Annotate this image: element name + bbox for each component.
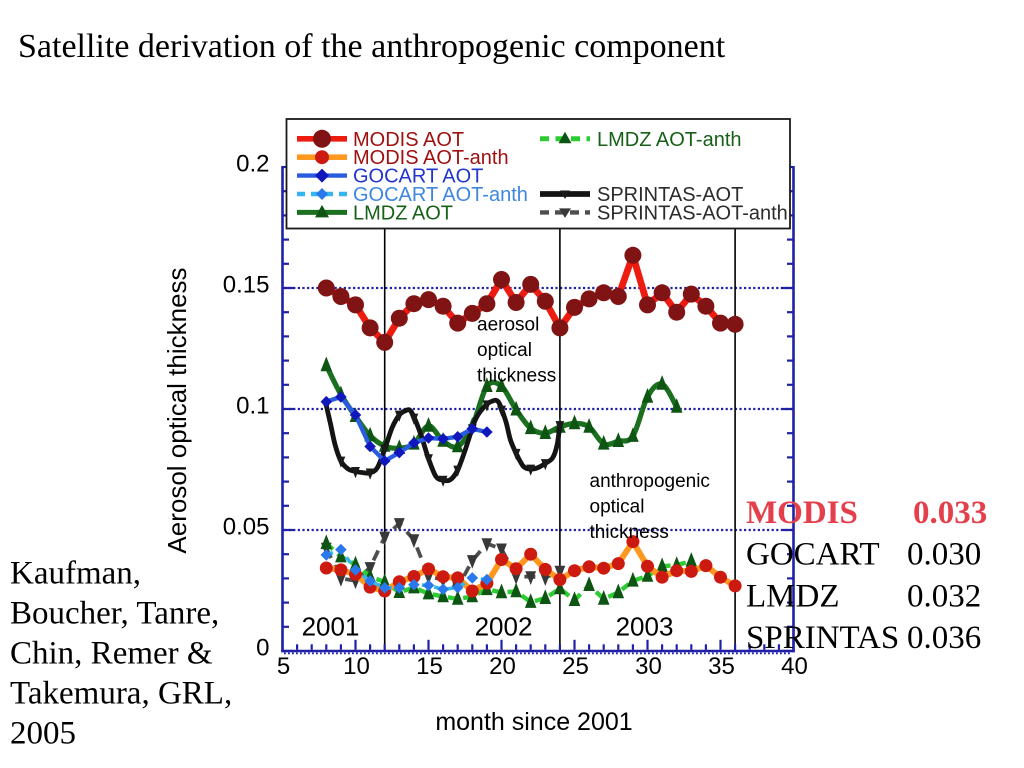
svg-text:0.030: 0.030 [907, 537, 981, 573]
svg-text:35: 35 [708, 653, 735, 680]
svg-text:MODIS: MODIS [746, 495, 858, 531]
svg-text:Takemura, GRL,: Takemura, GRL, [10, 676, 232, 712]
svg-text:Satellite derivation of the an: Satellite derivation of the anthropogeni… [18, 28, 726, 65]
svg-text:anthropogenic: anthropogenic [590, 471, 710, 492]
svg-text:2002: 2002 [475, 612, 533, 642]
svg-text:40: 40 [781, 653, 808, 680]
svg-text:optical: optical [590, 496, 645, 517]
svg-text:Aerosol optical thickness: Aerosol optical thickness [162, 267, 192, 553]
svg-text:2005: 2005 [10, 716, 76, 752]
svg-text:LMDZ AOT-anth: LMDZ AOT-anth [597, 129, 742, 151]
svg-text:20: 20 [489, 653, 516, 680]
svg-text:MODIS AOT-anth: MODIS AOT-anth [353, 147, 509, 169]
svg-text:GOCART: GOCART [746, 537, 880, 573]
svg-text:0.15: 0.15 [223, 272, 270, 299]
svg-text:10: 10 [343, 653, 370, 680]
svg-text:LMDZ: LMDZ [746, 578, 840, 614]
svg-text:0.036: 0.036 [907, 620, 981, 656]
svg-text:30: 30 [635, 653, 662, 680]
svg-text:15: 15 [416, 653, 443, 680]
svg-text:5: 5 [277, 653, 290, 680]
svg-text:SPRINTAS-AOT-anth: SPRINTAS-AOT-anth [597, 202, 788, 224]
svg-text:Chin, Remer &: Chin, Remer & [10, 636, 213, 672]
svg-text:month since 2001: month since 2001 [435, 708, 632, 736]
svg-text:0: 0 [256, 635, 269, 662]
svg-text:Boucher, Tanre,: Boucher, Tanre, [10, 596, 219, 632]
svg-text:25: 25 [562, 653, 589, 680]
svg-text:thickness: thickness [590, 522, 669, 543]
svg-text:SPRINTAS-AOT: SPRINTAS-AOT [597, 184, 743, 206]
svg-text:0.033: 0.033 [913, 495, 987, 531]
svg-text:0.2: 0.2 [236, 151, 269, 178]
svg-text:optical: optical [477, 340, 532, 361]
svg-text:GOCART AOT: GOCART AOT [353, 166, 483, 188]
svg-text:0.05: 0.05 [223, 514, 270, 541]
svg-text:GOCART AOT-anth: GOCART AOT-anth [353, 184, 528, 206]
svg-text:thickness: thickness [477, 366, 556, 387]
svg-text:0.1: 0.1 [236, 393, 269, 420]
svg-text:aerosol: aerosol [477, 314, 539, 335]
svg-text:Kaufman,: Kaufman, [10, 556, 141, 592]
svg-text:2001: 2001 [302, 612, 360, 642]
svg-text:0.032: 0.032 [907, 578, 981, 614]
svg-text:MODIS AOT: MODIS AOT [353, 129, 464, 151]
svg-text:SPRINTAS: SPRINTAS [746, 620, 899, 656]
svg-text:LMDZ AOT: LMDZ AOT [353, 202, 453, 224]
svg-text:2003: 2003 [616, 612, 674, 642]
